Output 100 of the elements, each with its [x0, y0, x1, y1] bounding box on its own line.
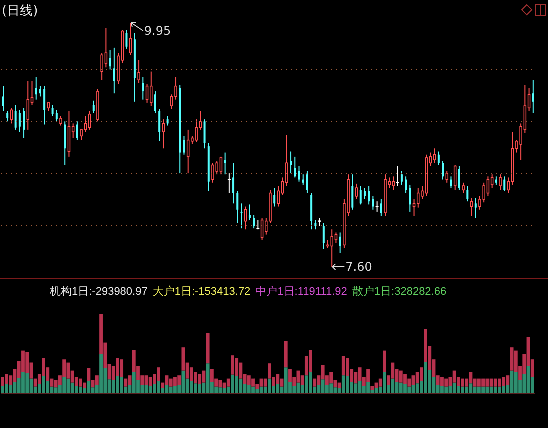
bar [404, 384, 407, 394]
bar [465, 386, 469, 394]
bar [477, 386, 481, 394]
bar [174, 386, 177, 394]
bar [22, 372, 25, 394]
bar [235, 358, 239, 376]
bar [288, 369, 292, 382]
bar [231, 374, 234, 394]
bar [9, 385, 13, 394]
bar [292, 386, 296, 394]
bar [148, 377, 152, 386]
bar [486, 378, 490, 387]
bar [235, 376, 239, 394]
bar [218, 388, 222, 394]
bar [502, 386, 506, 394]
bar [486, 386, 490, 394]
bar [247, 376, 251, 386]
bar [190, 381, 194, 394]
bar [5, 384, 9, 394]
bar [494, 386, 498, 394]
bar [116, 358, 120, 376]
candlestick [532, 80, 534, 114]
candlestick [290, 151, 292, 174]
bar [218, 380, 222, 388]
bar [148, 386, 152, 394]
bar [206, 333, 210, 364]
bar [79, 378, 82, 387]
candlestick [450, 176, 452, 189]
candlestick [240, 203, 243, 230]
bar [182, 370, 186, 394]
bar [399, 382, 403, 394]
bar [482, 386, 485, 394]
bar [231, 356, 234, 375]
text: 散户1日:328282.66 [352, 284, 447, 299]
bar [178, 376, 182, 386]
bar [416, 384, 420, 394]
candlestick [186, 129, 190, 174]
candlestick [204, 119, 206, 150]
bar [424, 362, 428, 394]
bar [304, 376, 308, 394]
candlestick [109, 49, 112, 70]
candlestick [2, 86, 4, 112]
bar [346, 376, 350, 394]
candlestick [360, 186, 362, 206]
bar [124, 378, 128, 387]
annotation: 9.95 [144, 24, 172, 38]
bar [404, 374, 407, 384]
bar [74, 386, 78, 394]
bar [370, 386, 374, 390]
bar [239, 378, 243, 394]
candlestick [442, 160, 444, 180]
bar [226, 378, 230, 387]
bar [456, 386, 460, 394]
candlestick [438, 151, 440, 166]
candlestick [302, 174, 304, 186]
candlestick [416, 188, 420, 208]
candlestick [400, 170, 403, 186]
bar [198, 384, 202, 394]
bar [494, 378, 498, 387]
bar [473, 386, 477, 394]
bar [482, 378, 485, 387]
candlestick [14, 104, 17, 130]
candlestick [76, 121, 78, 141]
bar [420, 368, 424, 382]
bar [1, 386, 4, 394]
bar [174, 377, 177, 386]
candlestick [405, 176, 408, 194]
candlestick [166, 116, 169, 126]
bar [95, 376, 99, 386]
bar [284, 368, 288, 394]
bar [42, 376, 46, 394]
bar [506, 376, 510, 386]
candlestick [380, 199, 382, 217]
candlestick [224, 152, 226, 176]
bar [309, 350, 312, 372]
bar [256, 389, 260, 394]
candlestick [154, 91, 156, 114]
text: 中户1日:119111.92 [256, 284, 348, 299]
candlestick [126, 30, 128, 50]
candlestick [26, 80, 30, 130]
candlestick [64, 121, 66, 166]
bar [276, 384, 280, 394]
bar [330, 384, 334, 394]
candlestick [183, 136, 186, 156]
candlestick [232, 162, 235, 204]
candlestick [322, 222, 325, 250]
bar [169, 386, 173, 394]
bar [247, 385, 251, 394]
bar [120, 360, 124, 378]
bar [330, 372, 334, 384]
candlestick [326, 240, 330, 249]
candlestick [142, 76, 144, 100]
bar [461, 378, 464, 387]
candlestick [92, 100, 95, 114]
candlestick [458, 166, 460, 191]
candlestick [474, 198, 477, 219]
candlestick [35, 76, 38, 100]
bar [461, 386, 464, 394]
bar [366, 369, 370, 382]
bar [194, 384, 198, 394]
